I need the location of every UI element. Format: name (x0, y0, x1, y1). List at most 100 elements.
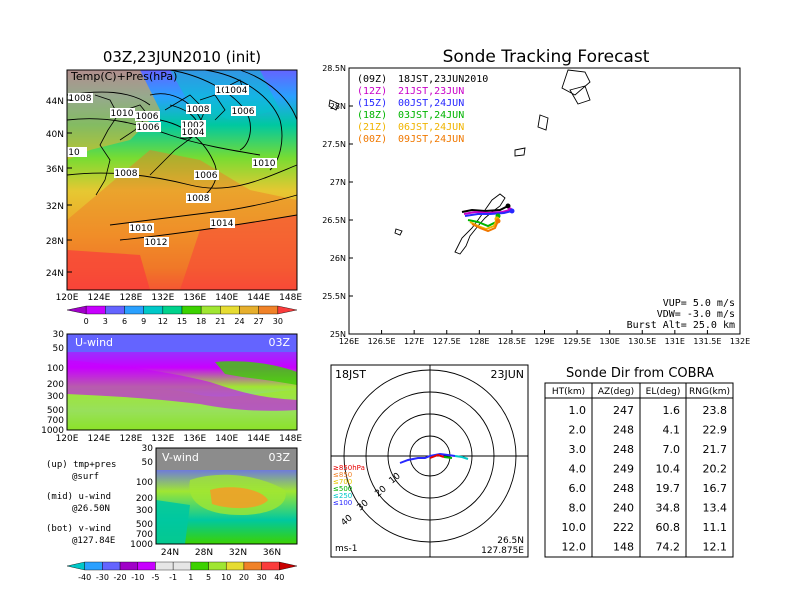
cobra-table: Sonde Dir from COBRA HT(km) AZ(deg) EL(deg… (544, 366, 734, 558)
island (514, 147, 526, 157)
lon-tick-label: 144E (247, 293, 270, 303)
lon-tick-label: 128E (469, 337, 489, 346)
table-header: RNG(km) (689, 387, 730, 397)
colorbar-tick-label: 27 (254, 317, 264, 326)
colorbar-swatch (155, 561, 174, 571)
lat-tick-label: 28N (330, 102, 346, 111)
table-cell: 1.6 (663, 404, 681, 417)
colorbar-tick-label: 20 (239, 573, 249, 582)
track-param: VUP= 5.0 m/s (663, 298, 735, 309)
lon-tick-label: 128E (119, 293, 142, 303)
isobar-label-bg (110, 108, 135, 118)
lon-tick-label: 124E (88, 293, 111, 303)
table-header: EL(deg) (646, 387, 681, 397)
pressure-tick-label: 300 (47, 392, 64, 402)
pressure-tick-label: 50 (53, 344, 65, 354)
table-cell: 248 (613, 482, 634, 495)
track-end-marker (509, 208, 515, 214)
legend-note-line2: @surf (72, 472, 99, 482)
table-cell: 6.0 (569, 482, 587, 495)
level-legend-item: ≤500 (333, 485, 352, 493)
lat-tick-label: 44N (46, 97, 64, 107)
track-param: VDW= -3.0 m/s (657, 309, 735, 320)
table-cell: 7.0 (663, 443, 681, 456)
isobar-label-bg (144, 237, 169, 247)
colorbar-swatch (261, 561, 280, 571)
lat-tick-label: 24N (46, 269, 64, 279)
track-end-marker (495, 218, 501, 224)
lon-tick-label: 132E (151, 293, 174, 303)
level-legend-item: ≤850 (333, 471, 352, 479)
lat-tick-label: 40N (46, 130, 64, 140)
isobar-label-bg (181, 120, 206, 130)
isobar-label: 1008 (69, 94, 92, 104)
colorbar-tick-label: 5 (206, 573, 211, 582)
sonde-tracks (461, 203, 515, 233)
lat-tick-label: 24N (161, 548, 179, 558)
table-cell: 248 (613, 424, 634, 437)
isobar-label-bg (224, 85, 249, 95)
level-legend-item: ≤100 (333, 499, 352, 507)
lon-tick-label: 148E (279, 434, 302, 444)
isobar-label-bg (135, 111, 160, 121)
colorbar-swatch (277, 305, 298, 315)
level-legend-item: ≤250 (333, 492, 352, 500)
table-cell: 8.0 (569, 502, 587, 515)
isobar-label: 1008 (187, 105, 210, 115)
table-cell: 4.1 (663, 424, 681, 437)
track-legend-run: (18Z) (357, 110, 387, 121)
temp-colorbar: 0 3 6 9 12 15 18 21 24 27 30 (66, 305, 298, 326)
isobar-label: 1002 (182, 121, 205, 131)
lon-tick-label: 120E (56, 434, 79, 444)
colorbar-swatch (102, 561, 121, 571)
isobar-label: 1014 (211, 219, 234, 229)
colorbar-swatch (143, 305, 164, 315)
sonde-track (471, 220, 499, 233)
colorbar-swatch (243, 561, 262, 571)
table-cell: 249 (613, 463, 634, 476)
lon-tick-label: 140E (215, 434, 238, 444)
polar-lat: 26.5N (497, 536, 524, 546)
colorbar-tick-label: 30 (257, 573, 267, 582)
lon-tick-label: 132E (730, 337, 750, 346)
legend-note-line2: @26.50N (72, 504, 110, 514)
isobar-label: 1006 (136, 112, 159, 122)
colorbar-tick-label: 6 (122, 317, 127, 326)
colorbar-swatch (181, 305, 202, 315)
lon-tick-label: 124E (88, 434, 111, 444)
pressure-tick-label: 1000 (41, 426, 64, 436)
v-wind-time: 03Z (268, 451, 290, 464)
table-cell: 23.8 (703, 404, 728, 417)
pressure-tick-label: 200 (47, 380, 64, 390)
pressure-tick-label: 200 (136, 494, 153, 504)
table-cell: 248 (613, 443, 634, 456)
colorbar-swatch (119, 561, 138, 571)
track-legend-run: (09Z) (357, 74, 387, 85)
table-header: HT(km) (552, 387, 585, 397)
table-cell: 247 (613, 404, 634, 417)
colorbar-tick-label: 40 (274, 573, 284, 582)
isobar-label-bg (62, 147, 87, 157)
lat-tick-label: 27.5N (322, 140, 346, 149)
lon-tick-label: 131.5E (693, 337, 721, 346)
pressure-tick-label: 700 (136, 530, 153, 540)
colorbar-tick-label: 21 (215, 317, 225, 326)
pressure-tick-label: 1000 (130, 540, 153, 550)
isobar-label: 1010 (130, 224, 153, 234)
isobar-label-bg (186, 104, 211, 114)
sonde-track (461, 205, 509, 213)
pressure-tick-label: 300 (136, 506, 153, 516)
table-cell: 16.7 (703, 482, 728, 495)
colorbar-swatch (137, 561, 156, 571)
table-cell: 1.0 (569, 404, 587, 417)
lat-tick-label: 26.5N (322, 216, 346, 225)
colorbar-tick-label: 1 (188, 573, 193, 582)
colorbar-swatch (258, 305, 279, 315)
pressure-tick-label: 30 (53, 330, 65, 340)
colorbar-swatch (85, 305, 106, 315)
isobar-label-bg (181, 127, 206, 137)
colorbar-tick-label: 12 (158, 317, 168, 326)
colorbar-swatch (84, 561, 103, 571)
isobar-label-bg (194, 170, 219, 180)
